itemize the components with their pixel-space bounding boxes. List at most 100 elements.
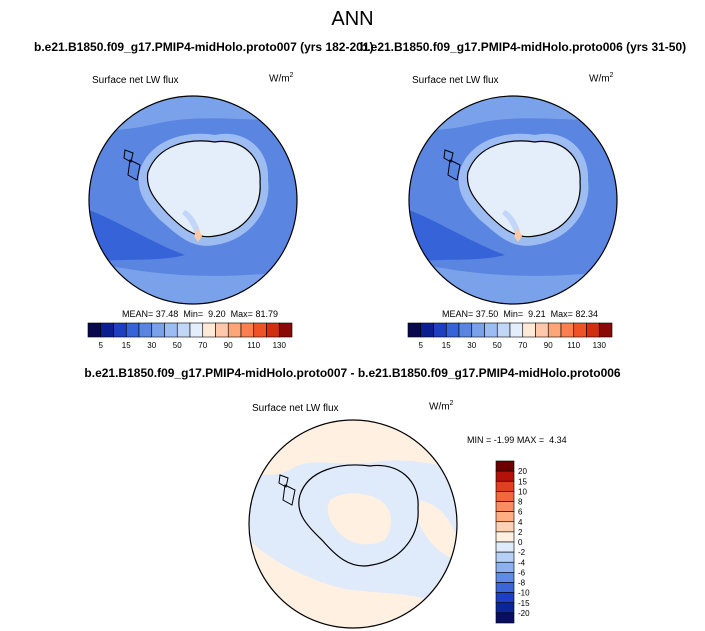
left-colorbar-swatch bbox=[164, 322, 178, 338]
diff-colorbar-tick-label: -10 bbox=[518, 589, 530, 598]
right-colorbar-swatch bbox=[598, 322, 613, 338]
right-colorbar-swatch bbox=[573, 322, 587, 338]
right-colorbar-tick-label: 130 bbox=[593, 341, 607, 350]
diff-map-positive-east bbox=[418, 500, 457, 560]
left-colorbar-tick-label: 70 bbox=[198, 341, 207, 350]
diff-units-label: W/m2 bbox=[429, 400, 454, 413]
left-colorbar-swatch bbox=[266, 322, 280, 338]
diff-colorbar-swatch bbox=[495, 612, 515, 624]
left-colorbar-swatch bbox=[215, 322, 229, 338]
right-map-islands bbox=[443, 149, 461, 181]
right-map-antarctica bbox=[466, 140, 581, 238]
right-colorbar-tick-label: 90 bbox=[544, 341, 553, 350]
diff-colorbar-tick-label: 4 bbox=[518, 518, 523, 527]
left-colorbar-tick-label: 5 bbox=[99, 341, 104, 350]
left-colorbar-tick-label: 90 bbox=[224, 341, 233, 350]
diff-colorbar-swatch bbox=[495, 561, 515, 573]
right-colorbar-swatch bbox=[560, 322, 575, 338]
left-colorbar-tick-label: 15 bbox=[122, 341, 131, 350]
right-map bbox=[408, 95, 618, 305]
diff-variable-label: Surface net LW flux bbox=[252, 403, 339, 414]
difference-panel-title: b.e21.B1850.f09_g17.PMIP4-midHolo.proto0… bbox=[84, 366, 621, 380]
left-map-warm-spot bbox=[194, 228, 202, 242]
diff-map-interior-positive bbox=[327, 493, 392, 545]
diff-map-positive-south bbox=[249, 540, 457, 628]
left-colorbar-swatch bbox=[189, 322, 204, 338]
right-colorbar-swatch bbox=[420, 322, 434, 338]
diff-colorbar-tick-label: 2 bbox=[518, 528, 523, 537]
left-colorbar-swatch bbox=[87, 322, 102, 338]
right-colorbar: 5 15 30 50 70 90 110 130 bbox=[407, 322, 613, 350]
right-colorbar-swatch bbox=[522, 322, 536, 338]
diff-colorbar-tick-label: 20 bbox=[518, 467, 527, 476]
diff-colorbar-swatch bbox=[495, 511, 515, 523]
right-colorbar-swatch bbox=[547, 322, 562, 338]
left-panel-title: b.e21.B1850.f09_g17.PMIP4-midHolo.proto0… bbox=[34, 40, 374, 54]
diff-colorbar-swatch bbox=[495, 572, 515, 583]
left-stats: MEAN= 37.48 Min= 9.20 Max= 81.79 bbox=[122, 309, 278, 319]
left-colorbar-tick-label: 50 bbox=[173, 341, 182, 350]
right-panel-title: b.e21.B1850.f09_g17.PMIP4-midHolo.proto0… bbox=[360, 40, 687, 54]
left-colorbar: 5 15 30 50 70 90 110 130 bbox=[87, 322, 293, 350]
diff-colorbar-swatch bbox=[495, 491, 515, 502]
difference-map bbox=[248, 419, 458, 629]
right-colorbar-swatch bbox=[458, 322, 473, 338]
left-colorbar-swatch bbox=[125, 322, 140, 338]
diff-colorbar-swatch bbox=[495, 501, 515, 512]
right-colorbar-swatch bbox=[484, 322, 498, 338]
left-colorbar-swatch bbox=[240, 322, 255, 338]
diff-colorbar-swatch bbox=[495, 460, 515, 472]
left-colorbar-swatch bbox=[202, 322, 216, 338]
right-colorbar-tick-label: 30 bbox=[467, 341, 476, 350]
left-colorbar-tick-label: 130 bbox=[273, 341, 287, 350]
right-colorbar-swatch bbox=[471, 322, 485, 338]
right-map-weddell-low bbox=[409, 210, 505, 262]
left-colorbar-tick-label: 30 bbox=[147, 341, 156, 350]
left-colorbar-swatch bbox=[113, 322, 127, 338]
right-colorbar-tick-label: 5 bbox=[419, 341, 424, 350]
left-colorbar-swatch bbox=[176, 322, 191, 338]
left-map-antarctica bbox=[146, 140, 261, 238]
diff-stats: MIN = -1.99 MAX = 4.34 bbox=[467, 435, 567, 445]
right-colorbar-swatch bbox=[535, 322, 549, 338]
diff-colorbar-swatch bbox=[495, 480, 515, 492]
right-map-border bbox=[408, 95, 618, 305]
diff-colorbar-tick-label: -15 bbox=[518, 599, 530, 608]
diff-colorbar-swatch bbox=[495, 582, 515, 593]
left-colorbar-swatch bbox=[151, 322, 165, 338]
left-map-weddell-low bbox=[89, 210, 185, 262]
diff-colorbar-swatch bbox=[495, 541, 515, 553]
right-colorbar-tick-label: 110 bbox=[567, 341, 580, 350]
diff-map-islands bbox=[278, 474, 296, 506]
diff-colorbar-swatch bbox=[495, 521, 515, 533]
left-colorbar-swatch bbox=[227, 322, 242, 338]
left-map-islands bbox=[123, 149, 141, 181]
diff-colorbar-tick-label: -2 bbox=[518, 548, 526, 557]
right-colorbar-tick-label: 70 bbox=[518, 341, 527, 350]
diff-colorbar-tick-label: -4 bbox=[518, 558, 526, 567]
diff-colorbar-tick-label: 0 bbox=[518, 538, 523, 547]
right-units-label: W/m2 bbox=[589, 72, 614, 85]
right-colorbar-swatch bbox=[586, 322, 600, 338]
left-colorbar-swatch bbox=[278, 322, 293, 338]
left-units-label: W/m2 bbox=[269, 72, 294, 85]
right-colorbar-tick-label: 50 bbox=[493, 341, 502, 350]
diff-colorbar-swatch bbox=[495, 592, 515, 604]
left-map-border bbox=[88, 95, 298, 305]
left-colorbar-swatch bbox=[100, 322, 114, 338]
right-colorbar-swatch bbox=[496, 322, 511, 338]
diff-colorbar-tick-label: -6 bbox=[518, 568, 526, 577]
right-variable-label: Surface net LW flux bbox=[412, 75, 499, 86]
left-map bbox=[88, 95, 298, 305]
right-colorbar-swatch bbox=[445, 322, 460, 338]
right-colorbar-swatch bbox=[433, 322, 447, 338]
diff-colorbar-tick-label: 6 bbox=[518, 508, 523, 517]
left-colorbar-tick-label: 110 bbox=[247, 341, 260, 350]
left-variable-label: Surface net LW flux bbox=[92, 75, 179, 86]
right-colorbar-swatch bbox=[407, 322, 422, 338]
diff-colorbar-swatch bbox=[495, 531, 515, 543]
left-map-ross-shelf bbox=[182, 210, 200, 236]
right-stats: MEAN= 37.50 Min= 9.21 Max= 82.34 bbox=[442, 309, 598, 319]
